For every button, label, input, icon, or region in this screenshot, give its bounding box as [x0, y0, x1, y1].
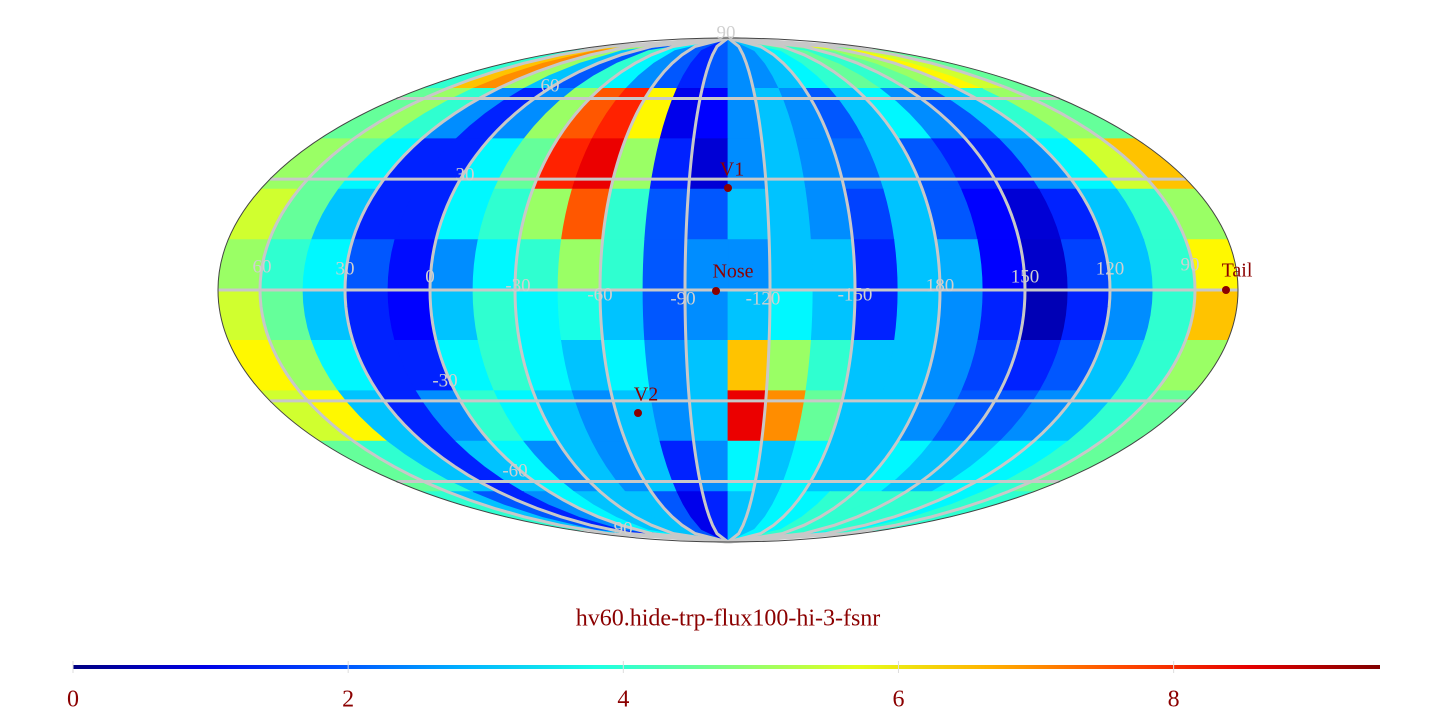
colorbar-tick-label: 4 [617, 687, 629, 713]
marker-label: V2 [634, 384, 658, 406]
cell [685, 339, 729, 392]
cell [1018, 289, 1069, 341]
cell [430, 289, 479, 341]
lat-label: 90 [717, 22, 736, 43]
cell [685, 188, 729, 241]
cell [644, 188, 690, 241]
lat-label: -30 [432, 370, 457, 391]
lat-label: -60 [502, 460, 527, 481]
cell [642, 239, 687, 291]
lon-label: 90 [1181, 254, 1200, 275]
cell [810, 239, 856, 291]
lon-label: -60 [587, 284, 612, 305]
marker-label: Nose [712, 261, 753, 283]
cell [600, 239, 646, 291]
cell [894, 289, 941, 341]
marker-label: Tail [1222, 260, 1253, 282]
lon-label: 0 [425, 266, 435, 287]
lon-label: 120 [1096, 258, 1125, 279]
cell [766, 339, 812, 392]
cell [769, 239, 814, 291]
chart-title: hv60.hide-trp-flux100-hi-3-fsnr [576, 606, 881, 632]
cell [472, 289, 521, 341]
colorbar-tick-label: 8 [1168, 687, 1180, 713]
lon-label: -150 [838, 284, 873, 305]
cell [977, 289, 1026, 341]
graticule [217, 36, 1239, 544]
cell [727, 339, 771, 392]
cell [345, 289, 396, 341]
lon-label: -90 [670, 288, 695, 309]
cell [688, 390, 729, 442]
colorbar-tick-label: 2 [342, 687, 354, 713]
colorbar [73, 665, 1380, 669]
lon-label: 30 [336, 258, 355, 279]
cell [430, 239, 479, 291]
colorbar-tick-label: 0 [67, 687, 79, 713]
colorbar-tick-label: 6 [892, 687, 904, 713]
lon-label: 150 [1011, 266, 1040, 287]
lat-label: 30 [456, 164, 475, 185]
cell [515, 289, 562, 341]
cell [935, 289, 984, 341]
marker-dot [634, 409, 642, 417]
lat-label: 60 [541, 75, 560, 96]
lon-label: 60 [253, 256, 272, 277]
cell [766, 188, 812, 241]
lon-label: 180 [926, 275, 955, 296]
marker-dot [712, 287, 720, 295]
cell [557, 239, 604, 291]
lat-label: -90 [607, 518, 632, 539]
marker-label: V1 [720, 159, 744, 181]
lon-label: -30 [505, 275, 530, 296]
map-border [217, 37, 1239, 543]
labels: 60 30 0 -30 -60 -90 -120 -150 180 150 120 90 90 60 30 -… [253, 22, 1253, 539]
marker-dot [1222, 286, 1230, 294]
lon-label: -120 [746, 288, 781, 309]
marker-dot [724, 184, 732, 192]
cell [727, 188, 771, 241]
cell [852, 239, 899, 291]
